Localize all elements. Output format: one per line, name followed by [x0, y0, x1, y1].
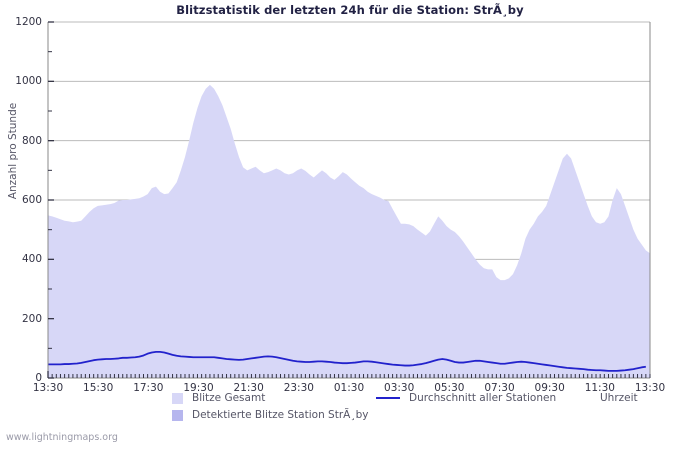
x-tick-label: 13:30: [32, 382, 64, 394]
chart-legend: Blitze Gesamt Detektierte Blitze Station…: [0, 390, 700, 424]
x-tick-label: 23:30: [283, 382, 314, 394]
x-tick-label: 05:30: [434, 382, 465, 394]
x-tick-label: 17:30: [133, 382, 164, 394]
y-axis-tick-labels: 0 200 400 600 800 1000 1200: [4, 0, 42, 450]
legend-label-average: Durchschnitt aller Stationen: [409, 392, 557, 404]
legend-item-total: Blitze Gesamt: [172, 392, 265, 404]
y-tick-label: 600: [21, 194, 42, 206]
y-tick-label: 800: [21, 134, 42, 147]
legend-swatch-station: [172, 409, 183, 421]
x-tick-label: 03:30: [384, 382, 415, 394]
x-tick-label: 19:30: [183, 382, 214, 394]
legend-item-station: Detektierte Blitze Station StrÃ¸by: [172, 409, 368, 421]
y-tick-label: 400: [21, 253, 42, 266]
page-title: Blitzstatistik der letzten 24h für die S…: [176, 3, 524, 17]
legend-label-station: Detektierte Blitze Station StrÃ¸by: [192, 409, 369, 421]
x-axis-label: Uhrzeit: [600, 392, 638, 404]
x-tick-label: 15:30: [83, 382, 114, 394]
x-tick-label: 09:30: [534, 382, 565, 394]
legend-swatch-total: [172, 392, 183, 404]
legend-line-average: [376, 397, 400, 399]
y-tick-label: 1200: [15, 16, 42, 28]
x-tick-label: 11:30: [584, 382, 615, 394]
area-series-total: [48, 84, 650, 378]
y-tick-label: 1000: [15, 75, 42, 88]
y-tick-label: 200: [21, 312, 42, 325]
footer-attribution: www.lightningmaps.org: [6, 432, 118, 443]
x-tick-label: 21:30: [233, 382, 264, 394]
legend-item-average: Durchschnitt aller Stationen: [376, 392, 556, 404]
x-tick-label: 01:30: [333, 382, 365, 394]
x-tick-label: 13:30: [634, 382, 666, 394]
x-tick-label: 07:30: [484, 382, 515, 394]
y-tick-label: 0: [35, 372, 42, 384]
legend-label-total: Blitze Gesamt: [192, 392, 266, 404]
line-series-average: [48, 350, 646, 372]
